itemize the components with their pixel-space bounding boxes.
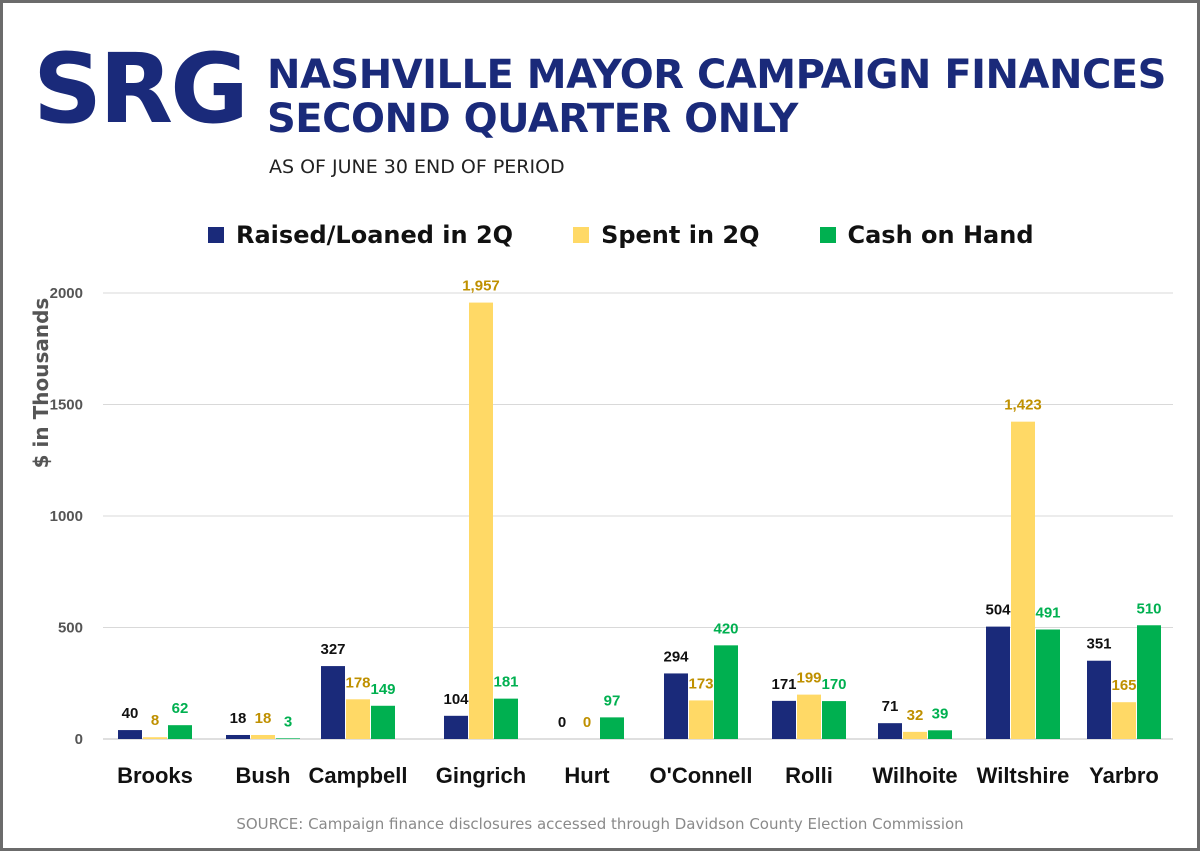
legend-label-raised: Raised/Loaned in 2Q xyxy=(236,221,514,249)
data-label-spent: 165 xyxy=(1111,677,1136,694)
bar-raised xyxy=(772,700,796,739)
data-label-raised: 171 xyxy=(771,676,796,693)
data-label-cash: 510 xyxy=(1136,600,1161,617)
legend-swatch-spent xyxy=(573,227,590,243)
bar-raised xyxy=(226,734,250,739)
data-label-spent: 173 xyxy=(688,675,713,692)
data-label-spent: 32 xyxy=(907,707,924,724)
data-label-cash: 420 xyxy=(713,620,738,637)
x-category-label: Bush xyxy=(236,763,291,788)
title-line-1: NASHVILLE MAYOR CAMPAIGN FINANCES xyxy=(267,52,1166,98)
bar-cash xyxy=(168,725,192,739)
data-label-cash: 97 xyxy=(604,692,621,709)
legend-label-spent: Spent in 2Q xyxy=(601,221,760,249)
data-label-spent: 178 xyxy=(345,674,370,691)
bar-raised xyxy=(321,666,345,739)
data-label-raised: 327 xyxy=(320,641,345,658)
data-label-spent: 8 xyxy=(151,712,159,729)
y-tick-label: 500 xyxy=(58,620,83,637)
legend-item-cash: Cash on Hand xyxy=(819,221,1034,249)
data-label-raised: 40 xyxy=(122,705,139,722)
x-category-label: O'Connell xyxy=(649,763,752,788)
bar-spent xyxy=(689,700,713,739)
data-label-raised: 294 xyxy=(663,648,689,665)
bar-cash xyxy=(371,705,395,739)
data-label-spent: 1,423 xyxy=(1004,397,1042,414)
x-category-label: Yarbro xyxy=(1089,763,1159,788)
chart-subtitle: AS OF JUNE 30 END OF PERIOD xyxy=(269,156,565,178)
bar-cash xyxy=(928,730,952,739)
data-label-raised: 71 xyxy=(882,698,899,715)
bar-spent xyxy=(346,699,370,739)
bar-raised xyxy=(878,723,902,739)
source-note: SOURCE: Campaign finance disclosures acc… xyxy=(236,815,964,833)
data-label-raised: 504 xyxy=(985,602,1011,619)
data-label-spent: 18 xyxy=(255,710,272,727)
bar-raised xyxy=(986,626,1010,739)
srg-logo: SRG xyxy=(33,33,249,145)
bar-spent xyxy=(251,734,275,739)
data-label-cash: 491 xyxy=(1035,605,1060,622)
data-label-spent: 199 xyxy=(796,670,821,687)
chart-title: NASHVILLE MAYOR CAMPAIGN FINANCES SECOND… xyxy=(267,53,1166,141)
bar-spent xyxy=(469,302,493,739)
legend-swatch-raised xyxy=(208,227,224,243)
bar-raised xyxy=(1087,660,1111,739)
data-label-raised: 351 xyxy=(1086,636,1111,653)
x-category-label: Campbell xyxy=(308,763,407,788)
y-tick-label: 1500 xyxy=(50,397,83,414)
x-category-label: Gingrich xyxy=(436,763,526,788)
bar-raised xyxy=(118,730,142,739)
y-tick-label: 2000 xyxy=(50,285,83,302)
data-label-cash: 149 xyxy=(370,681,395,698)
bar-spent xyxy=(903,731,927,739)
legend: Raised/Loaned in 2Q Spent in 2Q Cash on … xyxy=(208,221,1034,249)
legend-item-spent: Spent in 2Q xyxy=(573,221,760,249)
bar-cash xyxy=(1036,629,1060,739)
legend-swatch-cash xyxy=(819,227,836,243)
bar-raised xyxy=(444,715,468,739)
y-tick-label: 1000 xyxy=(50,508,83,525)
bar-cash xyxy=(1137,625,1161,739)
x-category-label: Hurt xyxy=(564,763,610,788)
bar-spent xyxy=(1011,421,1035,739)
bar-cash xyxy=(714,645,738,739)
bar-spent xyxy=(1112,702,1136,739)
data-label-cash: 170 xyxy=(821,676,846,693)
data-label-cash: 3 xyxy=(284,713,292,730)
title-line-2: SECOND QUARTER ONLY xyxy=(267,96,798,142)
bar-spent xyxy=(143,737,167,739)
x-category-label: Wilhoite xyxy=(872,763,957,788)
legend-label-cash: Cash on Hand xyxy=(847,221,1034,249)
data-label-raised: 18 xyxy=(230,710,247,727)
bar-cash xyxy=(494,698,518,739)
bar-cash xyxy=(822,701,846,739)
bar-raised xyxy=(664,673,688,739)
data-label-cash: 39 xyxy=(932,705,949,722)
legend-item-raised: Raised/Loaned in 2Q xyxy=(208,221,513,249)
data-label-spent: 0 xyxy=(583,714,591,731)
data-label-cash: 181 xyxy=(493,674,518,691)
bar-cash xyxy=(276,738,300,739)
data-label-cash: 62 xyxy=(172,700,189,717)
x-category-label: Rolli xyxy=(785,763,833,788)
data-label-raised: 104 xyxy=(443,691,469,708)
y-tick-label: 0 xyxy=(75,731,83,748)
x-category-label: Wiltshire xyxy=(977,763,1070,788)
data-label-spent: 1,957 xyxy=(462,278,500,295)
data-label-raised: 0 xyxy=(558,714,566,731)
bar-spent xyxy=(797,694,821,739)
bar-cash xyxy=(600,717,624,739)
x-category-label: Brooks xyxy=(117,763,193,788)
